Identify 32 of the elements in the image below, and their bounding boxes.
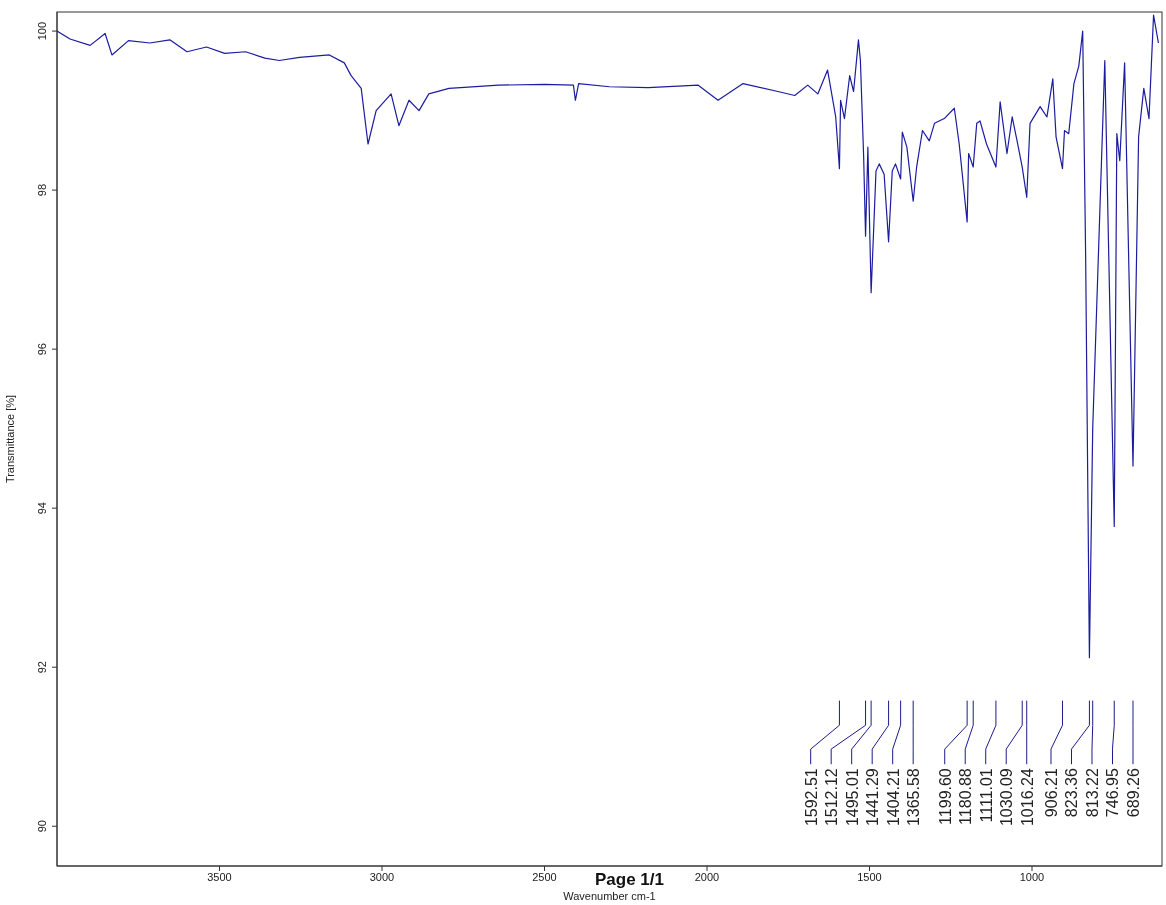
annotation: 823.36 [1063,768,1081,818]
x-tick-label: 2000 [694,870,720,883]
annotation: 1111.01 [977,768,995,823]
x-axis-title: Wavenumber cm-1 [563,890,656,902]
line-series [57,14,1160,659]
y-tick-label: 90 [36,820,48,833]
annotation: 906.21 [1042,768,1060,818]
x-tick-label: 2500 [532,870,557,883]
annotation: 1030.09 [998,768,1016,827]
annotation: 1365.58 [905,768,923,827]
annotation: 813.22 [1083,768,1101,818]
annotation: 1404.21 [884,768,902,827]
y-tick-label: 98 [36,183,48,197]
x-tick-label: 1000 [1019,870,1045,883]
y-tick-label: 96 [36,343,48,356]
annotation: 1512.12 [823,768,841,827]
x-tick-label: 3000 [369,870,395,883]
y-axis-title: Transmittance [%] [4,394,16,484]
annotation: 1016.24 [1018,768,1036,827]
annotation: 1441.29 [864,768,882,827]
annotation: 1199.60 [936,768,954,825]
annotation: 1180.88 [957,768,975,825]
y-tick-label: 94 [36,502,48,515]
annotation: 689.26 [1124,768,1142,818]
annotation: 746.95 [1104,768,1122,818]
text: Page 1/1 [595,870,664,889]
x-tick-label: 3500 [207,870,232,883]
y-tick-label: 100 [36,21,48,41]
annotation: 1495.01 [843,768,861,827]
x-tick-label: 1500 [857,870,882,883]
annotation: 1592.51 [802,768,820,827]
y-tick-label: 92 [36,661,48,674]
